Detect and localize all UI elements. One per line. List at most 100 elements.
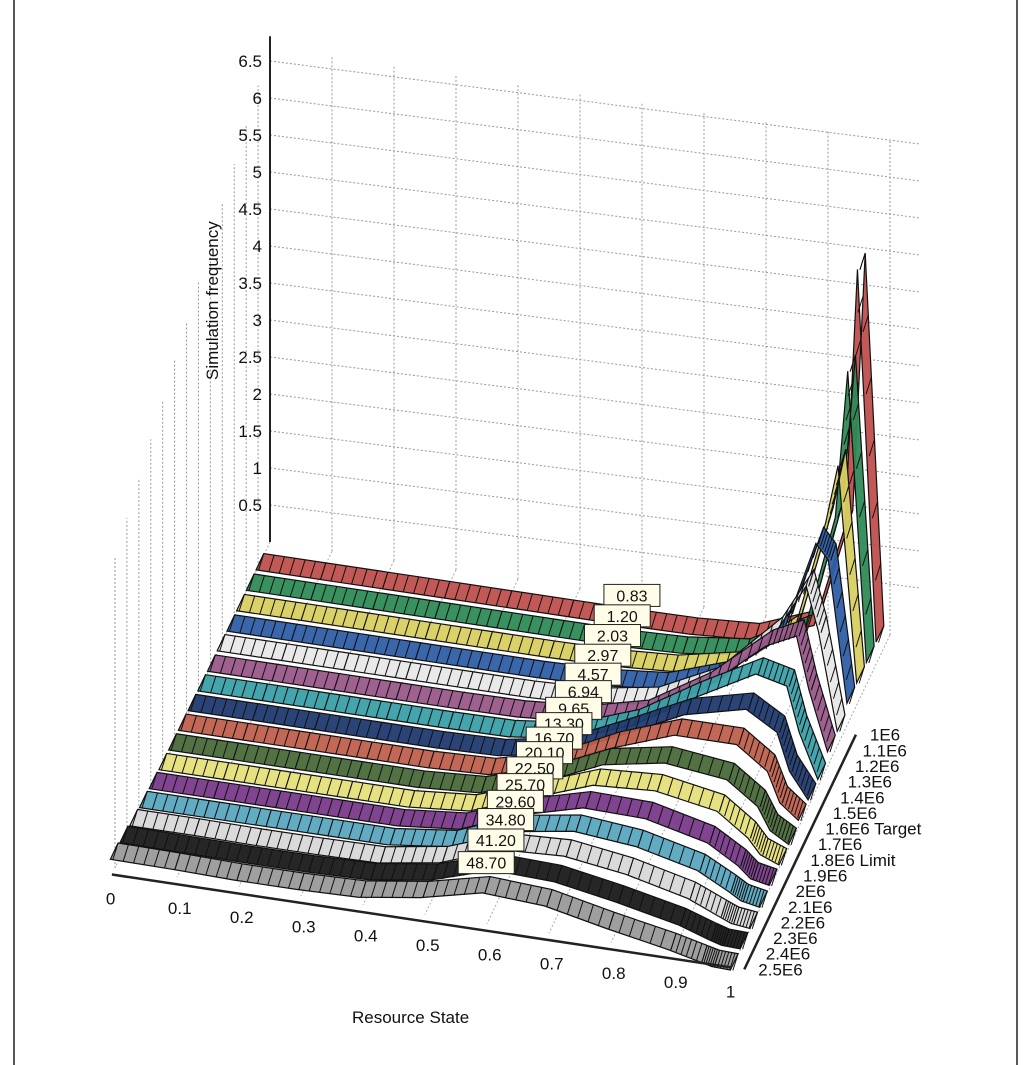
surface-hatch	[251, 682, 258, 700]
surface-hatch	[526, 593, 533, 611]
surface-hatch	[535, 861, 542, 879]
surface-hatch	[467, 671, 474, 689]
surface-hatch	[767, 629, 774, 647]
surface-hatch	[829, 735, 836, 753]
surface-hatch	[576, 872, 583, 890]
surface-hatch	[762, 659, 770, 677]
surface-hatch	[831, 487, 838, 505]
surface-hatch	[791, 754, 798, 772]
surface-hatch	[210, 676, 217, 694]
surface-hatch	[670, 933, 677, 951]
surface-hatch	[729, 930, 736, 948]
surface-hatch	[577, 900, 584, 918]
surface-hatch	[789, 748, 796, 766]
surface-hatch	[399, 809, 406, 827]
surface-hatch	[720, 868, 727, 886]
surface-hatch	[524, 835, 531, 853]
surface-hatch	[480, 776, 487, 794]
surface-hatch	[608, 912, 615, 930]
surface-hatch	[615, 770, 622, 788]
surface-hatch	[652, 671, 659, 689]
surface-hatch	[767, 806, 775, 824]
surface-hatch	[773, 712, 781, 730]
surface-hatch	[689, 881, 697, 899]
surface-hatch	[400, 846, 407, 864]
surface-hatch	[733, 767, 741, 785]
data-label: 1.20	[607, 609, 638, 626]
surface-hatch	[677, 781, 684, 799]
surface-hatch	[225, 842, 232, 860]
surface-hatch	[328, 839, 335, 857]
surface-hatch	[476, 629, 483, 647]
surface-hatch	[433, 579, 440, 597]
x-tick-label: 1	[726, 983, 735, 1002]
surface-hatch	[181, 756, 188, 774]
surface-hatch	[744, 853, 751, 871]
surface-hatch	[691, 941, 698, 959]
surface-hatch	[797, 585, 805, 603]
surface-hatch	[352, 633, 360, 651]
surface-hatch	[222, 762, 230, 780]
surface-hatch	[852, 594, 859, 612]
surface-hatch	[428, 771, 436, 789]
surface-hatch	[754, 827, 761, 845]
z-tick-label: 0.5	[238, 496, 262, 515]
surface-hatch	[804, 646, 811, 664]
surface-hatch	[421, 863, 428, 881]
surface-hatch	[329, 876, 336, 894]
surface-hatch	[771, 843, 778, 861]
surface-hatch	[694, 884, 702, 902]
surface-hatch	[401, 881, 408, 899]
surface-hatch	[252, 703, 259, 721]
surface-hatch	[272, 706, 279, 724]
surface-hatch	[213, 781, 220, 799]
surface-hatch	[742, 884, 750, 902]
surface-hatch	[862, 548, 869, 566]
surface-hatch	[806, 778, 814, 796]
surface-hatch	[450, 793, 457, 811]
surface-hatch	[788, 669, 795, 687]
surface-hatch	[205, 858, 212, 876]
surface-hatch	[434, 623, 442, 641]
surface-hatch	[200, 695, 207, 713]
surface-hatch	[755, 863, 762, 881]
surface-hatch	[238, 594, 245, 612]
surface-hatch	[385, 681, 392, 699]
surface-hatch	[865, 377, 872, 395]
surface-hatch	[785, 735, 792, 753]
surface-hatch	[431, 846, 438, 864]
surface-hatch	[605, 769, 612, 787]
surface-hatch	[878, 625, 885, 643]
surface-hatch	[362, 590, 369, 608]
surface-hatch	[497, 654, 504, 672]
surface-hatch	[614, 748, 622, 766]
surface-hatch	[777, 626, 785, 644]
surface-hatch	[826, 538, 833, 556]
surface-hatch	[553, 777, 560, 795]
surface-hatch	[419, 791, 426, 809]
x-tick-label: 0.9	[664, 973, 688, 992]
surface-hatch	[554, 814, 562, 832]
surface-hatch	[777, 775, 784, 793]
surface-hatch	[353, 654, 360, 672]
surface-hatch	[648, 865, 655, 883]
surface-hatch	[697, 721, 704, 739]
surface-hatch	[424, 622, 431, 640]
surface-hatch	[352, 611, 359, 629]
surface-hatch	[781, 786, 788, 804]
depth-tick-label: 1.8E6 Limit	[810, 851, 895, 870]
surface-hatch	[672, 654, 679, 672]
surface-hatch	[752, 862, 759, 880]
surface-hatch	[412, 881, 419, 899]
surface-hatch	[366, 741, 373, 759]
grid-line	[269, 97, 921, 182]
surface-hatch	[547, 596, 554, 614]
surface-hatch	[748, 692, 755, 710]
surface-hatch	[717, 926, 724, 944]
surface-hatch	[241, 680, 248, 698]
surface-hatch	[676, 718, 683, 736]
surface-hatch	[598, 908, 605, 926]
surface-hatch	[768, 708, 775, 726]
surface-hatch	[679, 877, 686, 895]
grid-line	[269, 245, 921, 330]
